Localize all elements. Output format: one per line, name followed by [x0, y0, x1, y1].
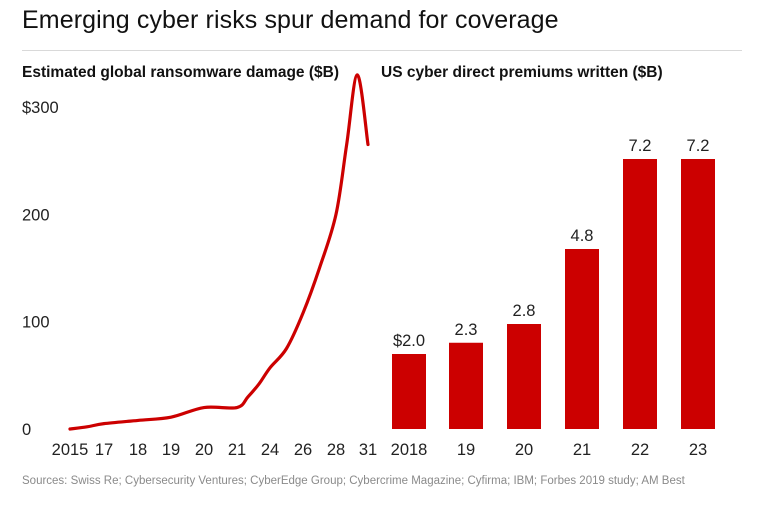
bar-x-tick-label: 2018 [391, 441, 428, 459]
source-note: Sources: Swiss Re; Cybersecurity Venture… [22, 475, 685, 487]
premium-data-label: $2.0 [393, 332, 425, 350]
premium-bar [392, 354, 426, 429]
title-divider [22, 50, 742, 51]
bar-x-tick-label: 21 [573, 441, 591, 459]
line-x-tick-label: 17 [95, 441, 113, 459]
line-y-tick-label: 200 [22, 206, 50, 224]
premium-bar [449, 342, 483, 429]
premium-bar [565, 249, 599, 429]
bar-x-tick-label: 20 [515, 441, 533, 459]
line-x-tick-label: 31 [359, 441, 377, 459]
line-x-tick-label: 28 [327, 441, 345, 459]
chart-title: Emerging cyber risks spur demand for cov… [22, 6, 559, 34]
premium-bar [681, 159, 715, 429]
bar-x-tick-label: 23 [689, 441, 707, 459]
line-x-tick-label: 19 [162, 441, 180, 459]
premium-data-label: 2.8 [513, 302, 536, 320]
bar-x-tick-label: 19 [457, 441, 475, 459]
line-y-tick-label: 0 [22, 421, 31, 439]
line-chart-title: Estimated global ransomware damage ($B) [22, 64, 339, 81]
premium-bar [623, 159, 657, 429]
line-x-tick-label: 24 [261, 441, 279, 459]
premium-data-label: 4.8 [571, 227, 594, 245]
premium-data-label: 7.2 [629, 137, 652, 155]
line-y-tick-label: $300 [22, 99, 59, 117]
line-x-tick-label: 20 [195, 441, 213, 459]
premium-bar [507, 324, 541, 429]
premium-data-label: 2.3 [455, 321, 478, 339]
premiums-bar-chart: $2.0 2018 2.3 19 2.8 20 4.8 21 7.2 22 7.2 23 [391, 137, 715, 459]
ransomware-series-line [68, 73, 370, 431]
line-x-tick-label: 18 [129, 441, 147, 459]
line-x-tick-label: 2015 [52, 441, 89, 459]
ransomware-line-chart: 0 100 200 $300 2015 17 18 19 20 21 24 26 28 31 [22, 73, 377, 459]
premium-data-label: 7.2 [687, 137, 710, 155]
line-y-tick-label: 100 [22, 314, 50, 332]
line-x-tick-label: 26 [294, 441, 312, 459]
line-x-tick-label: 21 [228, 441, 246, 459]
bar-x-tick-label: 22 [631, 441, 649, 459]
bar-chart-title: US cyber direct premiums written ($B) [381, 64, 663, 81]
